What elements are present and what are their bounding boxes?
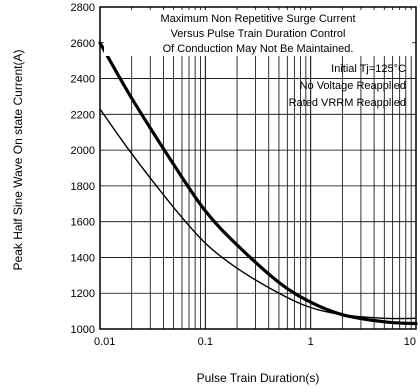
y-tick-label: 1400 — [71, 252, 95, 264]
y-tick-label: 1200 — [71, 288, 95, 300]
annotation-line-6: Rated VRRM Reapplied — [289, 97, 406, 109]
x-tick-label: 10 — [404, 336, 416, 348]
series-line-1 — [98, 41, 418, 326]
y-tick-labels: 1000 1200 1400 1600 1800 2000 2200 2400 2600 2800 — [71, 2, 95, 336]
annotation-box: Maximum Non Repetitive Surge Current Ver… — [104, 10, 412, 109]
y-tick-label: 1000 — [71, 324, 95, 336]
series-line-2 — [99, 108, 417, 320]
x-tick-label: 0.1 — [198, 336, 213, 348]
plot-frame — [99, 6, 417, 330]
y-tick-label: 1600 — [71, 217, 95, 229]
y-tick-label: 2600 — [71, 38, 95, 50]
y-tick-label: 2800 — [71, 2, 95, 14]
y-tick-label: 2400 — [71, 74, 95, 86]
y-tick-label: 2200 — [71, 109, 95, 121]
annotation-line-4: Initial Tj=125°C — [331, 63, 406, 75]
annotation-line-3: Of Conduction May Not Be Maintained. — [163, 43, 354, 55]
annotation-line-2: Versus Pulse Train Duration Control — [171, 28, 346, 40]
x-tick-label: 0.01 — [94, 336, 115, 348]
x-axis-title: Pulse Train Duration(s) — [197, 371, 320, 385]
y-tick-label: 2000 — [71, 145, 95, 157]
x-tick-label: 1 — [308, 336, 314, 348]
x-tick-labels: 0.01 0.1 1 10 — [94, 336, 416, 348]
annotation-line-5: No Voltage Reapplied — [300, 80, 406, 92]
y-axis-title: Peak Half Sine Wave On state Current(A) — [11, 50, 25, 271]
grid-layer — [99, 6, 416, 330]
y-tick-label: 1800 — [71, 181, 95, 193]
series-layer — [98, 41, 418, 326]
annotation-line-1: Maximum Non Repetitive Surge Current — [160, 13, 355, 25]
annotation-background — [104, 10, 412, 56]
